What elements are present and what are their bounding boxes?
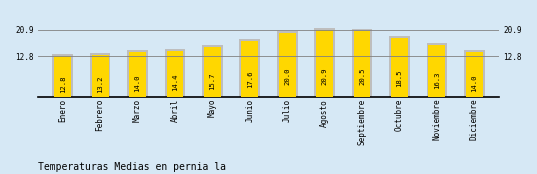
Bar bbox=[127, 50, 148, 97]
Bar bbox=[354, 31, 371, 97]
Text: 20.5: 20.5 bbox=[359, 68, 365, 85]
Bar bbox=[426, 43, 447, 97]
Text: 14.0: 14.0 bbox=[135, 74, 141, 92]
Bar bbox=[277, 31, 297, 97]
Bar bbox=[90, 53, 111, 97]
Bar bbox=[241, 41, 258, 97]
Bar bbox=[314, 28, 335, 97]
Bar bbox=[316, 30, 333, 97]
Text: 20.9: 20.9 bbox=[322, 67, 328, 85]
Bar bbox=[352, 29, 372, 97]
Bar bbox=[389, 36, 410, 97]
Bar bbox=[54, 56, 71, 97]
Text: 14.4: 14.4 bbox=[172, 74, 178, 91]
Bar bbox=[429, 45, 445, 97]
Bar bbox=[279, 33, 296, 97]
Bar bbox=[92, 55, 108, 97]
Text: 15.7: 15.7 bbox=[209, 72, 215, 90]
Bar bbox=[166, 51, 183, 97]
Text: 14.0: 14.0 bbox=[471, 74, 477, 92]
Bar bbox=[391, 38, 408, 97]
Bar bbox=[466, 52, 483, 97]
Text: 20.0: 20.0 bbox=[284, 68, 290, 85]
Bar bbox=[202, 45, 223, 97]
Bar bbox=[53, 54, 73, 97]
Text: 18.5: 18.5 bbox=[396, 70, 402, 87]
Text: 16.3: 16.3 bbox=[434, 72, 440, 89]
Text: Temperaturas Medias en pernia la: Temperaturas Medias en pernia la bbox=[38, 162, 226, 172]
Text: 17.6: 17.6 bbox=[247, 70, 253, 88]
Bar bbox=[165, 49, 185, 97]
Bar bbox=[240, 39, 260, 97]
Bar bbox=[464, 50, 484, 97]
Bar bbox=[129, 52, 146, 97]
Text: 13.2: 13.2 bbox=[97, 75, 103, 93]
Bar bbox=[204, 47, 221, 97]
Text: 12.8: 12.8 bbox=[60, 76, 66, 93]
